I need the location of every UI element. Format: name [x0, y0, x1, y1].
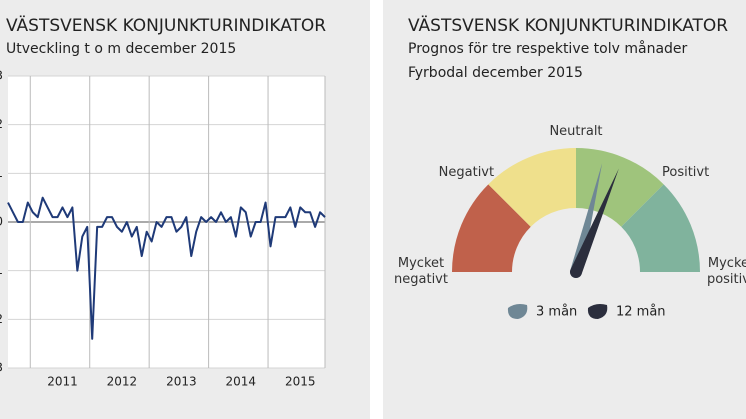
y-tick-label: -2 — [0, 312, 3, 326]
legend-swatch — [507, 304, 528, 319]
legend-swatch — [587, 304, 608, 319]
gauge-label: Mycket negativt — [394, 256, 448, 287]
gauge-label: Negativt — [438, 165, 495, 180]
y-tick-label: -3 — [0, 361, 3, 375]
legend-label: 12 mån — [616, 305, 666, 320]
chart-subtitle: Prognos för tre respektive tolv månader — [408, 40, 688, 57]
x-tick-label: 2013 — [166, 375, 197, 389]
needle — [570, 163, 603, 278]
y-tick-label: -1 — [0, 263, 3, 277]
gauge-band — [621, 184, 700, 272]
panel-right — [383, 0, 746, 419]
gauge-band — [576, 148, 664, 227]
chart-title: VÄSTSVENSK KONJUNKTURINDIKATOR — [6, 15, 326, 36]
data-line — [7, 196, 326, 340]
y-tick-label: 3 — [0, 69, 3, 83]
x-tick-label: 2011 — [47, 375, 78, 389]
gauge-band — [488, 148, 576, 227]
gauge-label: Neutralt — [549, 124, 603, 139]
x-tick-label: 2012 — [107, 375, 138, 389]
chart-title: VÄSTSVENSK KONJUNKTURINDIKATOR — [408, 15, 728, 36]
chart-subtitle: Utveckling t o m december 2015 — [6, 41, 236, 57]
y-tick-label: 2 — [0, 117, 3, 131]
legend-label: 3 mån — [536, 305, 577, 320]
x-tick-label: 2015 — [285, 375, 316, 389]
gauge-band — [452, 184, 531, 272]
y-tick-label: 0 — [0, 215, 3, 229]
chart-subtitle: Fyrbodal december 2015 — [408, 65, 583, 81]
gauge-label: Positivt — [661, 165, 710, 180]
gauge-label: Mycket positivt — [706, 256, 746, 287]
x-tick-label: 2014 — [226, 375, 257, 389]
y-tick-label: 1 — [0, 166, 3, 180]
needle — [569, 168, 619, 278]
